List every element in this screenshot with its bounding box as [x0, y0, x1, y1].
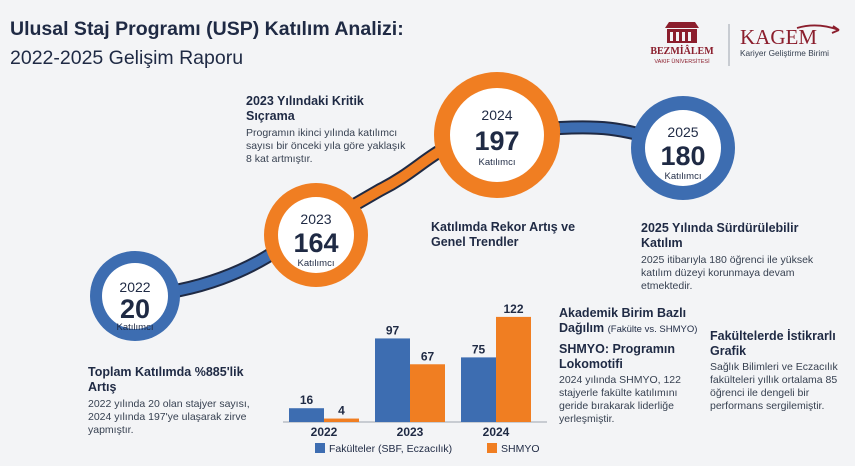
- bar: [461, 357, 496, 422]
- node-label: Katılımcı: [298, 258, 335, 269]
- bezmialem-sub: VAKIF ÜNİVERSİTESİ: [654, 58, 710, 65]
- node-year: 2025: [667, 124, 698, 140]
- bar-value-label: 67: [421, 349, 435, 363]
- block-faculty: Fakültelerde İstikrarlı Grafik Sağlık Bi…: [710, 329, 848, 413]
- timeline-node-2025: 2025 180 Katılımcı: [631, 96, 735, 200]
- page-title: Ulusal Staj Programı (USP) Katılım Anali…: [10, 18, 404, 40]
- bar-value-label: 75: [472, 342, 486, 356]
- block-academic: Akademik Birim Bazlı Dağılım (Fakülte vs…: [559, 306, 709, 426]
- bar-value-label: 16: [300, 393, 314, 407]
- node-value: 197: [474, 126, 519, 156]
- bar-value-label: 122: [503, 302, 523, 316]
- x-tick-label: 2024: [483, 425, 510, 439]
- bar: [324, 418, 359, 422]
- kagem-logo: KAGEM Kariyer Geliştirme Birimi: [740, 24, 840, 58]
- block-body: 2022 yılında 20 olan stajyer sayısı, 202…: [88, 398, 250, 436]
- node-label: Katılımcı: [665, 171, 702, 182]
- logo-group: BEZMİÂLEM VAKIF ÜNİVERSİTESİ KAGEM Kariy…: [650, 22, 840, 66]
- bar-value-label: 4: [338, 404, 345, 418]
- legend-label: SHMYO: [501, 443, 540, 455]
- block-title: 2025 Yılında Sürdürülebilir Katılım: [641, 221, 799, 250]
- kagem-sub: Kariyer Geliştirme Birimi: [740, 48, 829, 58]
- node-year: 2022: [119, 279, 150, 295]
- timeline-node-2024: 2024 197 Katılımcı: [434, 72, 560, 198]
- block-title: Akademik Birim Bazlı Dağılım: [559, 306, 687, 335]
- block-2023-jump: 2023 Yılındaki Kritik Sıçrama Programın …: [246, 94, 406, 166]
- block-body: 2025 itibarıyla 180 öğrenci ile yüksek k…: [641, 254, 814, 292]
- x-tick-label: 2023: [397, 425, 424, 439]
- bezmialem-logo: BEZMİÂLEM VAKIF ÜNİVERSİTESİ: [650, 22, 714, 65]
- node-label: Katılımcı: [479, 157, 516, 168]
- kagem-name: KAGEM: [740, 25, 817, 49]
- node-value: 180: [660, 141, 705, 171]
- x-tick-label: 2022: [311, 425, 338, 439]
- bar-value-label: 97: [386, 323, 400, 337]
- block-title: 2023 Yılındaki Kritik Sıçrama: [246, 94, 364, 123]
- block-title: Toplam Katılımda %885'lik Artış: [88, 365, 244, 394]
- node-year: 2023: [300, 211, 331, 227]
- block-title-note: (Fakülte vs. SHMYO): [607, 324, 698, 335]
- bezmialem-name: BEZMİÂLEM: [650, 45, 714, 57]
- timeline-node-2023: 2023 164 Katılımcı: [264, 183, 368, 287]
- node-year: 2024: [481, 107, 512, 123]
- block-body: Programın ikinci yılında katılımcı sayıs…: [246, 127, 406, 165]
- block-record: Katılımda Rekor Artış ve Genel Trendler: [431, 220, 591, 250]
- node-value: 20: [120, 294, 150, 324]
- bar: [375, 338, 410, 422]
- block-total: Toplam Katılımda %885'lik Artış 2022 yıl…: [88, 365, 258, 437]
- block-title: Katılımda Rekor Artış ve Genel Trendler: [431, 220, 576, 249]
- bar: [289, 408, 324, 422]
- bar: [496, 316, 531, 422]
- legend-swatch: [315, 443, 325, 453]
- block-body-shmyo: 2024 yılında SHMYO, 122 stajyerle fakült…: [559, 374, 681, 425]
- block-body: Sağlık Bilimleri ve Eczacılık fakülteler…: [710, 361, 838, 412]
- timeline-node-2022: 2022 20 Katılımcı: [90, 251, 180, 341]
- page-subtitle: 2022-2025 Gelişim Raporu: [10, 47, 244, 69]
- node-label: Katılımcı: [117, 322, 154, 333]
- block-title: Fakültelerde İstikrarlı Grafik: [710, 329, 836, 358]
- legend-swatch: [487, 443, 497, 453]
- legend-label: Fakülteler (SBF, Eczacılık): [329, 443, 452, 455]
- node-value: 164: [293, 228, 338, 258]
- block-2025: 2025 Yılında Sürdürülebilir Katılım 2025…: [641, 221, 821, 293]
- bar: [410, 364, 445, 422]
- block-title-shmyo: SHMYO: Programın Lokomotifi: [559, 342, 675, 371]
